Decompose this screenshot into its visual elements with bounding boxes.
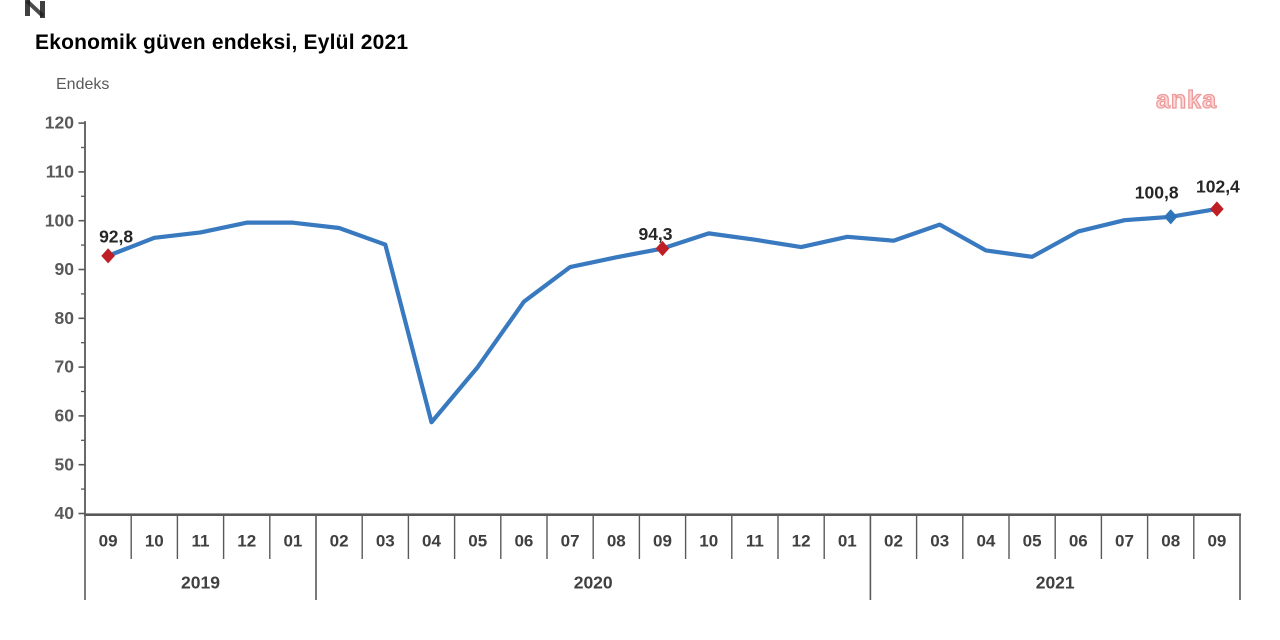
data-point-label: 100,8 (1135, 182, 1179, 202)
data-point-marker-red (1210, 201, 1224, 217)
month-label: 06 (1069, 531, 1088, 550)
data-point-label: 94,3 (638, 224, 672, 244)
anka-watermark: anka (1155, 85, 1217, 114)
month-label: 02 (330, 531, 349, 550)
month-label: 12 (792, 531, 811, 550)
month-label: 07 (1115, 531, 1134, 550)
y-tick-label: 70 (55, 357, 75, 377)
data-point-label: 102,4 (1196, 177, 1240, 197)
month-label: 03 (930, 531, 949, 550)
month-label: 01 (283, 531, 302, 550)
y-tick-label: 40 (55, 503, 75, 523)
month-label: 10 (699, 531, 718, 550)
y-tick-label: 90 (55, 259, 75, 279)
y-axis-title: Endeks (56, 76, 110, 93)
month-label: 12 (237, 531, 256, 550)
month-label: 01 (838, 531, 857, 550)
data-point-marker-red (101, 248, 115, 264)
y-tick-label: 60 (55, 406, 75, 426)
year-label: 2019 (181, 573, 220, 593)
y-tick-label: 100 (45, 210, 74, 230)
month-label: 06 (514, 531, 533, 550)
year-label: 2020 (574, 573, 613, 593)
year-label: 2021 (1036, 573, 1075, 593)
month-label: 08 (1161, 531, 1180, 550)
month-label: 04 (976, 531, 995, 550)
month-label: 11 (746, 531, 764, 550)
y-tick-label: 120 (45, 113, 74, 133)
month-label: 09 (99, 531, 118, 550)
month-label: 11 (192, 531, 210, 550)
month-label: 08 (607, 531, 626, 550)
month-label: 09 (1207, 531, 1226, 550)
month-label: 09 (653, 531, 672, 550)
month-label: 02 (884, 531, 903, 550)
month-label: 04 (422, 531, 441, 550)
month-label: 05 (1023, 531, 1042, 550)
y-tick-label: 80 (55, 308, 75, 328)
month-label: 03 (376, 531, 395, 550)
chart-title: Ekonomik güven endeksi, Eylül 2021 (35, 31, 409, 54)
data-point-label: 92,8 (99, 226, 133, 246)
data-point-marker-blue (1163, 209, 1178, 225)
y-tick-label: 50 (55, 454, 75, 474)
month-label: 07 (561, 531, 580, 550)
y-tick-label: 110 (46, 162, 74, 182)
month-label: 05 (468, 531, 487, 550)
data-point-marker-red (655, 240, 670, 257)
cropped-corner-artifact (25, 0, 45, 18)
month-label: 10 (145, 531, 164, 550)
